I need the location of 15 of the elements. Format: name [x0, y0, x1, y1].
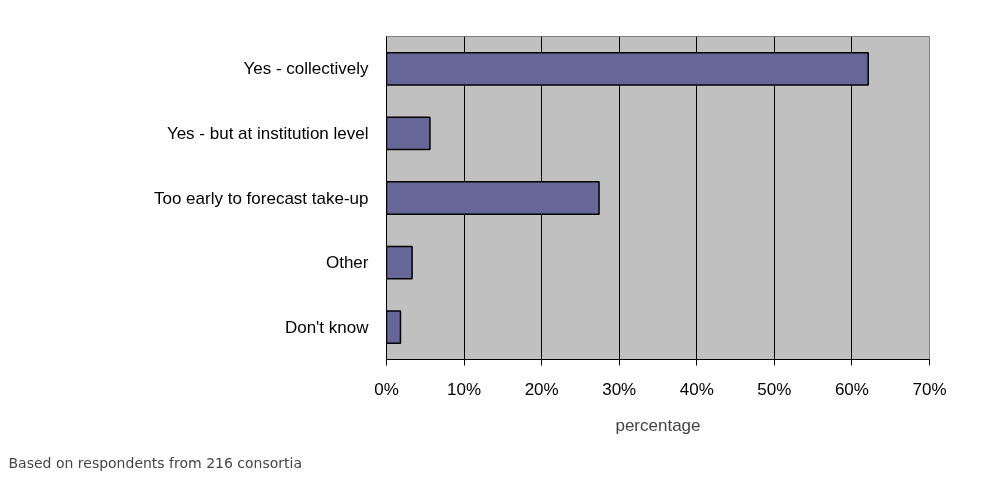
x-tick-label: 0% — [374, 379, 399, 399]
text: Based on respondents from 216 consortia — [8, 454, 303, 471]
y-tick-label: Yes - but at institution level — [166, 123, 369, 143]
y-tick-label: Other — [325, 253, 369, 273]
x-tick-label: 10% — [447, 379, 482, 399]
x-tick-label: 70% — [912, 379, 947, 399]
x-tick-label: 40% — [679, 379, 714, 399]
x-tick-label: 60% — [834, 379, 869, 399]
y-tick-label: Too early to forecast take-up — [154, 188, 369, 208]
x-axis-title: percentage — [615, 415, 701, 435]
y-tick-label: Don't know — [284, 317, 370, 337]
y-tick-label: Yes - collectively — [243, 59, 369, 79]
x-tick-label: 30% — [602, 379, 637, 399]
x-tick-label: 50% — [757, 379, 792, 399]
x-tick-label: 20% — [524, 379, 559, 399]
